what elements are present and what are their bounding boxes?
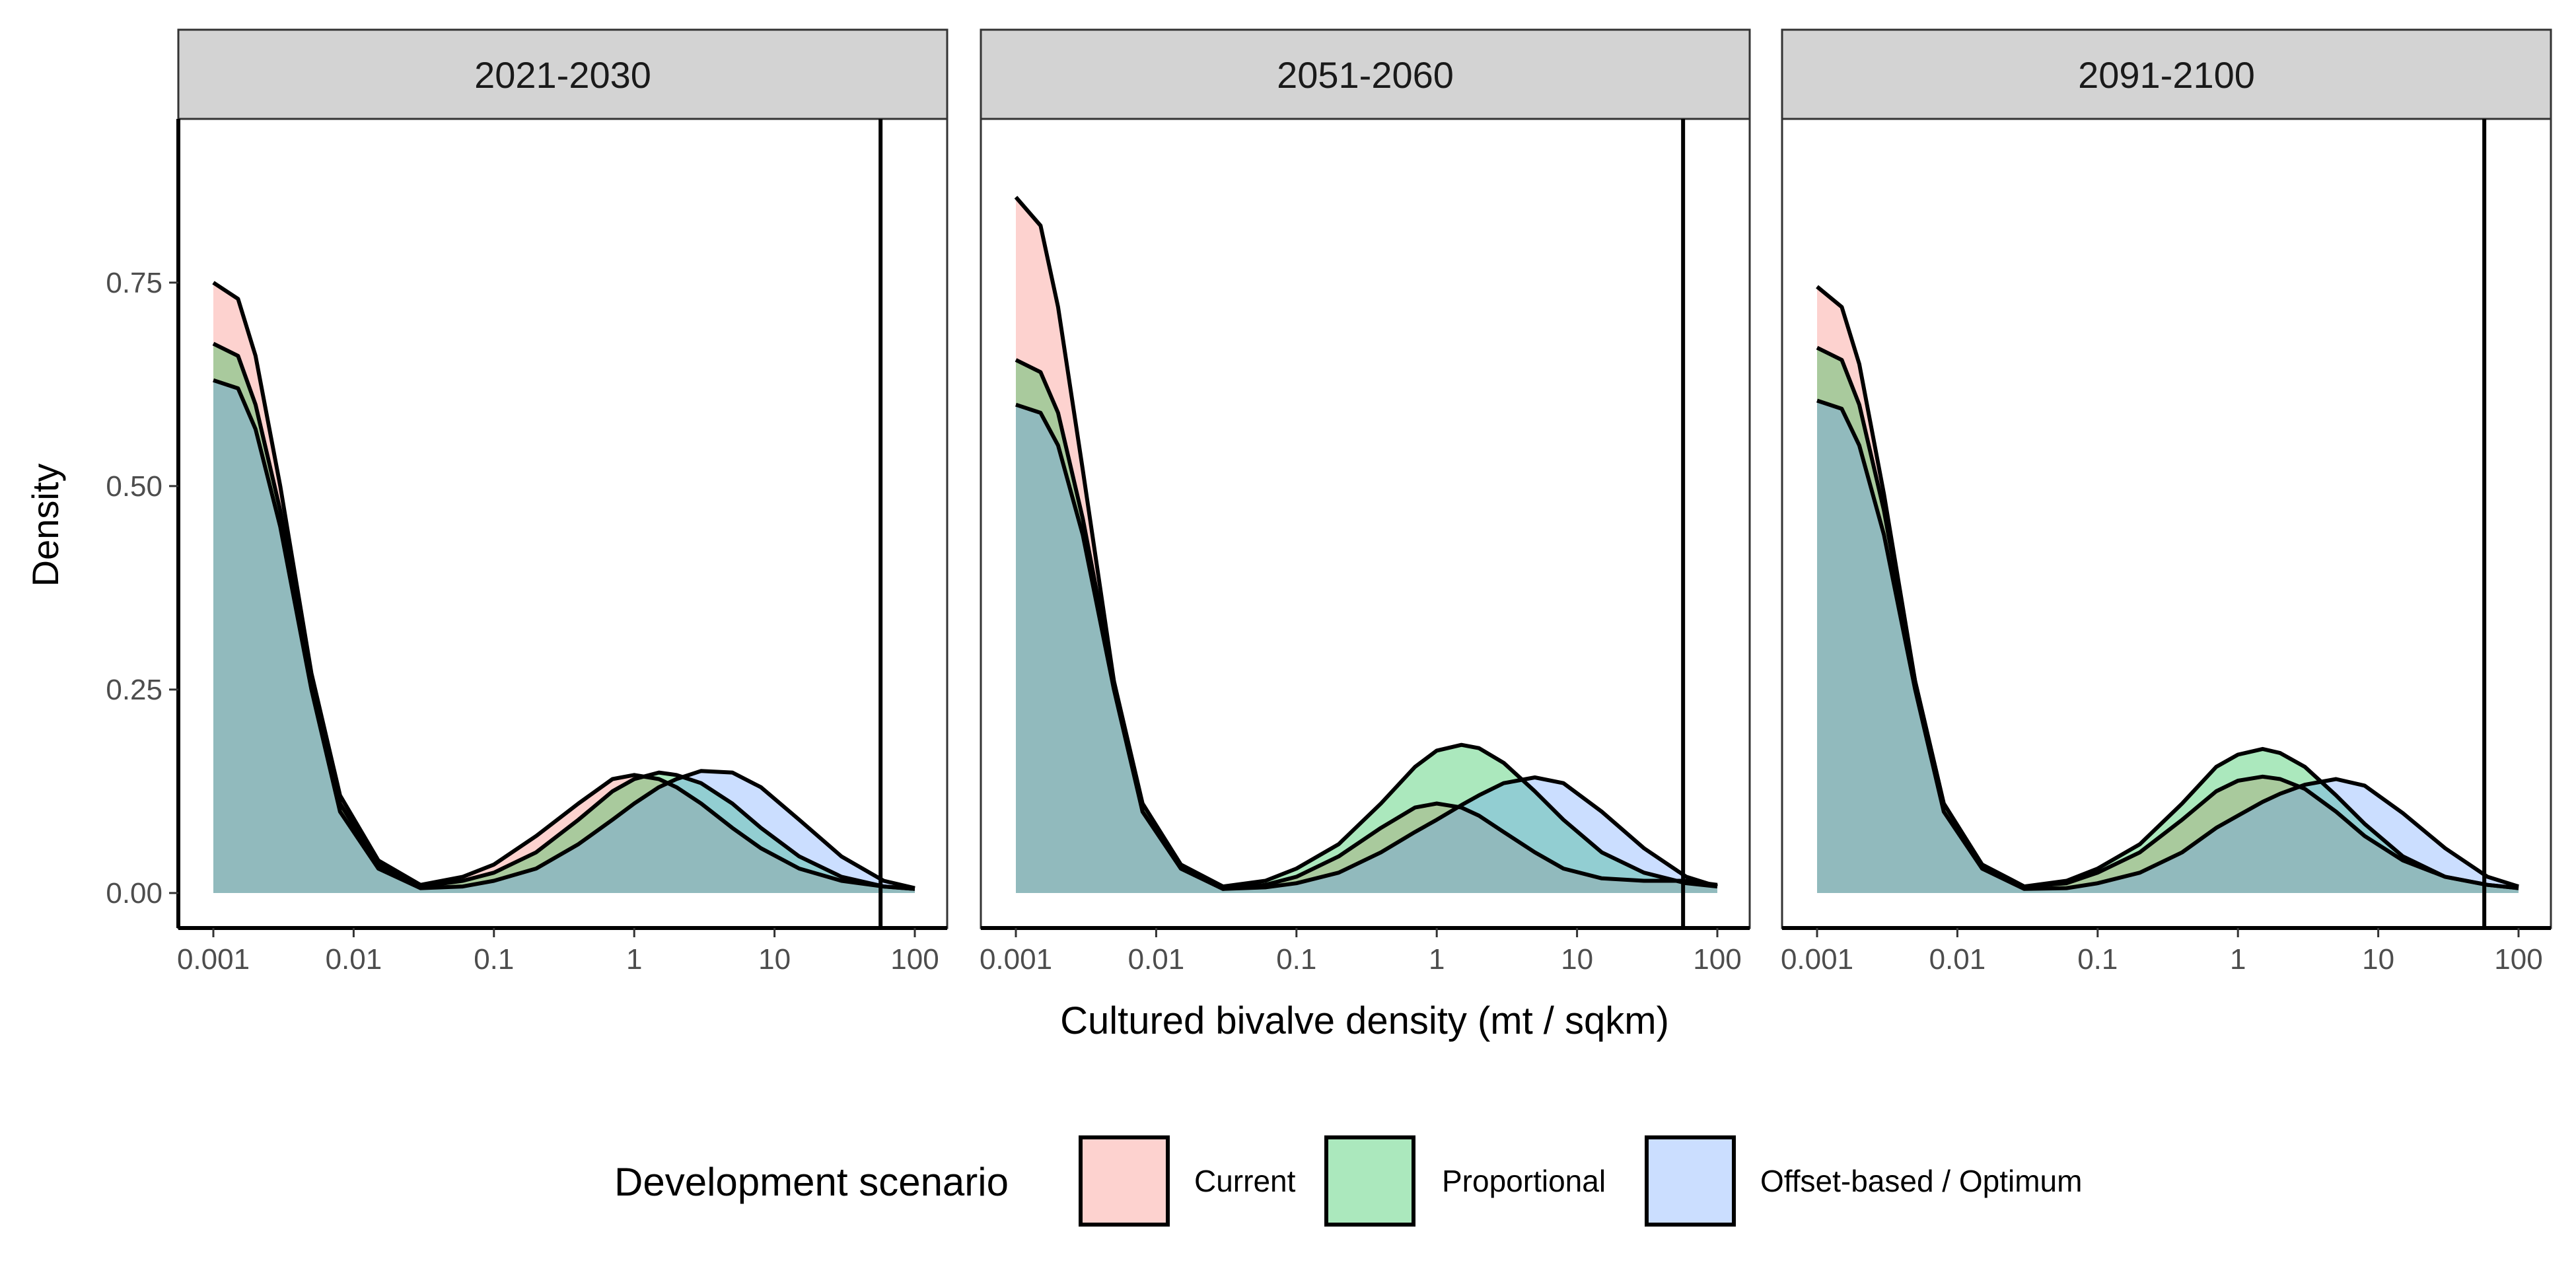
y-tick-label: 0.75 (106, 267, 162, 299)
density-line-offset-based-optimum (213, 378, 915, 890)
legend-title: Development scenario (614, 1160, 1009, 1204)
facet-strip-label: 2091-2100 (2078, 54, 2255, 96)
density-line-current (212, 281, 915, 891)
y-axis-title: Density (24, 464, 66, 587)
density-area-proportional (213, 343, 915, 893)
density-line-current (1014, 196, 1718, 891)
legend-key-current (1079, 1135, 1170, 1227)
x-tick-label: 10 (2362, 943, 2394, 976)
x-tick-label: 1 (2230, 943, 2246, 976)
density-area-offset-based-optimum (1016, 404, 1717, 893)
panel-border (1781, 118, 2552, 929)
x-tick-label: 10 (1561, 943, 1593, 976)
y-tick-label: 0.50 (106, 470, 162, 503)
density-area-proportional (1016, 359, 1717, 893)
legend: Development scenario Current Proportional… (614, 1135, 2082, 1227)
density-area-current (1817, 287, 2519, 893)
y-tick-label: 0.25 (106, 674, 162, 706)
density-line-offset-based-optimum (1015, 402, 1718, 891)
facet-strip (1781, 28, 2552, 120)
x-tick-label: 0.01 (1128, 943, 1185, 976)
x-tick-label: 1 (1429, 943, 1445, 976)
x-axis-title: Cultured bivalve density (mt / sqkm) (1060, 999, 1669, 1042)
x-tick-label: 0.1 (1276, 943, 1316, 976)
panel-border (177, 118, 948, 929)
facet-strip-label: 2051-2060 (1277, 54, 1454, 96)
facet-strip (980, 28, 1751, 120)
density-line-proportional (212, 341, 915, 891)
x-tick-label: 0.01 (1929, 943, 1986, 976)
density-area-offset-based-optimum (213, 380, 915, 893)
density-line-proportional (1015, 358, 1718, 889)
x-tick-label: 0.1 (2077, 943, 2118, 976)
x-tick-label: 0.01 (326, 943, 382, 976)
x-tick-label: 0.001 (1781, 943, 1853, 976)
panel-border (980, 118, 1751, 929)
density-line-proportional (1816, 345, 2519, 890)
x-tick-label: 100 (890, 943, 939, 976)
density-area-offset-based-optimum (1817, 400, 2519, 893)
density-area-current (1016, 197, 1717, 893)
density-line-offset-based-optimum (1816, 398, 2519, 891)
facet-strip (177, 28, 948, 120)
facet-panel-3: 2091-2100 0.001 0.01 0.1 1 10 100 (1781, 28, 2552, 976)
x-tick-label: 100 (2494, 943, 2542, 976)
density-area-current (213, 282, 915, 893)
density-area-proportional (1817, 347, 2519, 893)
facet-strip-label: 2021-2030 (474, 54, 651, 96)
x-tick-label: 0.001 (177, 943, 250, 976)
facet-panel-1: 2021-2030 0.001 0.01 0.1 1 10 100 0.00 0.25 0.50 0… (106, 28, 948, 976)
x-tick-label: 1 (626, 943, 642, 976)
y-tick-label: 0.00 (106, 877, 162, 910)
legend-label-current: Current (1194, 1164, 1296, 1198)
x-tick-label: 100 (1693, 943, 1741, 976)
legend-key-offset-based-optimum (1645, 1135, 1736, 1227)
x-tick-label: 10 (758, 943, 791, 976)
legend-key-proportional (1324, 1135, 1415, 1227)
x-tick-label: 0.001 (980, 943, 1052, 976)
facet-panels: 2021-2030 0.001 0.01 0.1 1 10 100 0.00 0.25 0.50 0… (106, 28, 2552, 976)
legend-label-proportional: Proportional (1442, 1164, 1606, 1198)
legend-label-offset-based-optimum: Offset-based / Optimum (1760, 1164, 2082, 1198)
facet-panel-2: 2051-2060 0.001 0.01 0.1 1 10 100 (980, 28, 1751, 976)
x-tick-label: 0.1 (474, 943, 514, 976)
